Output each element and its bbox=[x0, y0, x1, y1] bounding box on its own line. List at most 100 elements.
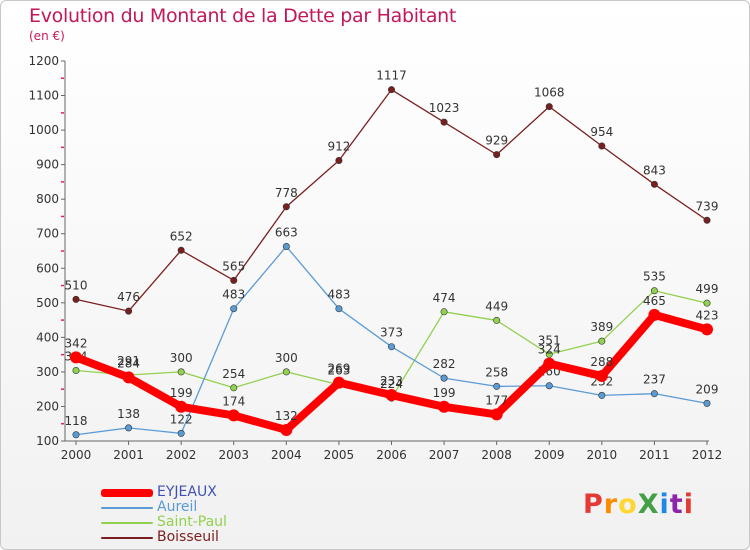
data-label: 449 bbox=[485, 299, 508, 313]
data-label: 291 bbox=[117, 354, 140, 368]
legend-swatch bbox=[101, 488, 153, 497]
data-label: 778 bbox=[275, 186, 298, 200]
data-point bbox=[332, 376, 345, 389]
data-label: 1117 bbox=[376, 69, 407, 83]
data-label: 565 bbox=[222, 259, 245, 273]
x-tick-label: 2011 bbox=[639, 448, 670, 462]
data-label: 237 bbox=[643, 373, 666, 387]
data-point bbox=[543, 357, 556, 370]
data-label: 351 bbox=[538, 333, 561, 347]
data-point bbox=[387, 343, 395, 351]
data-point bbox=[177, 368, 185, 376]
data-point bbox=[175, 400, 188, 413]
data-point bbox=[282, 243, 290, 251]
data-label: 177 bbox=[485, 393, 508, 407]
data-label: 224 bbox=[380, 377, 403, 391]
data-point bbox=[438, 400, 451, 413]
legend-swatch bbox=[101, 521, 153, 524]
data-label: 209 bbox=[696, 382, 719, 396]
y-tick-label: 1200 bbox=[28, 54, 59, 68]
data-label: 510 bbox=[65, 278, 88, 292]
data-point bbox=[282, 203, 290, 211]
chart-unit: (en €) bbox=[29, 29, 65, 43]
x-tick-label: 2009 bbox=[534, 448, 565, 462]
data-point bbox=[72, 431, 80, 439]
proxiti-logo: ProXiti bbox=[583, 489, 694, 520]
data-point bbox=[280, 423, 293, 436]
data-label: 300 bbox=[170, 351, 193, 365]
data-point bbox=[595, 370, 608, 383]
data-label: 122 bbox=[170, 412, 193, 426]
data-label: 199 bbox=[170, 386, 193, 400]
data-point bbox=[125, 307, 133, 315]
y-tick-label: 600 bbox=[36, 261, 59, 275]
series-line-boisseuil bbox=[75, 89, 708, 312]
data-label: 474 bbox=[433, 291, 456, 305]
legend-item: Boisseuil bbox=[101, 530, 227, 545]
y-tick-label: 800 bbox=[36, 192, 59, 206]
data-label: 843 bbox=[643, 163, 666, 177]
data-point bbox=[230, 384, 238, 392]
data-label: 258 bbox=[485, 365, 508, 379]
data-point bbox=[493, 316, 501, 324]
data-label: 269 bbox=[327, 362, 350, 376]
data-point bbox=[72, 367, 80, 375]
legend-item: Aureil bbox=[101, 500, 227, 515]
data-label: 954 bbox=[590, 125, 613, 139]
data-point bbox=[650, 180, 658, 188]
data-point bbox=[440, 308, 448, 316]
legend-swatch bbox=[101, 536, 153, 539]
data-point bbox=[545, 103, 553, 111]
data-label: 535 bbox=[643, 270, 666, 284]
y-tick-label: 1100 bbox=[28, 89, 59, 103]
legend-label: Saint-Paul bbox=[157, 514, 227, 530]
data-point bbox=[230, 305, 238, 313]
x-tick-label: 2010 bbox=[587, 448, 618, 462]
data-point bbox=[490, 408, 503, 421]
data-label: 483 bbox=[327, 288, 350, 302]
x-tick-label: 2004 bbox=[271, 448, 302, 462]
chart-legend: EYJEAUX Aureil Saint-Paul Boisseuil bbox=[101, 485, 227, 545]
x-tick-label: 2006 bbox=[376, 448, 407, 462]
data-label: 423 bbox=[696, 308, 719, 322]
data-label: 499 bbox=[696, 282, 719, 296]
data-point bbox=[703, 299, 711, 307]
legend-label: Aureil bbox=[157, 499, 198, 515]
data-label: 282 bbox=[433, 357, 456, 371]
data-point bbox=[122, 371, 135, 384]
data-label: 138 bbox=[117, 407, 140, 421]
data-label: 300 bbox=[275, 351, 298, 365]
data-point bbox=[177, 429, 185, 437]
data-point bbox=[701, 323, 713, 336]
data-point bbox=[387, 86, 395, 94]
y-tick-label: 400 bbox=[36, 330, 59, 344]
data-point bbox=[545, 382, 553, 390]
data-point bbox=[72, 295, 80, 303]
data-point bbox=[335, 305, 343, 313]
legend-swatch bbox=[101, 506, 153, 509]
data-point bbox=[125, 424, 133, 432]
data-label: 263 bbox=[327, 364, 350, 378]
data-label: 288 bbox=[590, 355, 613, 369]
y-tick-label: 900 bbox=[36, 158, 59, 172]
data-point bbox=[282, 368, 290, 376]
data-point bbox=[703, 399, 711, 407]
data-label: 389 bbox=[590, 320, 613, 334]
legend-item: Saint-Paul bbox=[101, 515, 227, 530]
x-tick-label: 2002 bbox=[166, 448, 197, 462]
data-label: 342 bbox=[65, 336, 88, 350]
data-point bbox=[70, 351, 82, 364]
data-point bbox=[650, 287, 658, 295]
data-point bbox=[227, 409, 240, 422]
data-point bbox=[648, 308, 661, 321]
data-label: 1023 bbox=[429, 101, 460, 115]
y-tick-label: 1000 bbox=[28, 123, 59, 137]
data-label: 199 bbox=[433, 386, 456, 400]
y-tick-label: 700 bbox=[36, 227, 59, 241]
series-line-aureil bbox=[75, 245, 708, 436]
legend-label: EYJEAUX bbox=[157, 484, 217, 500]
data-point bbox=[230, 276, 238, 284]
data-point bbox=[598, 337, 606, 345]
